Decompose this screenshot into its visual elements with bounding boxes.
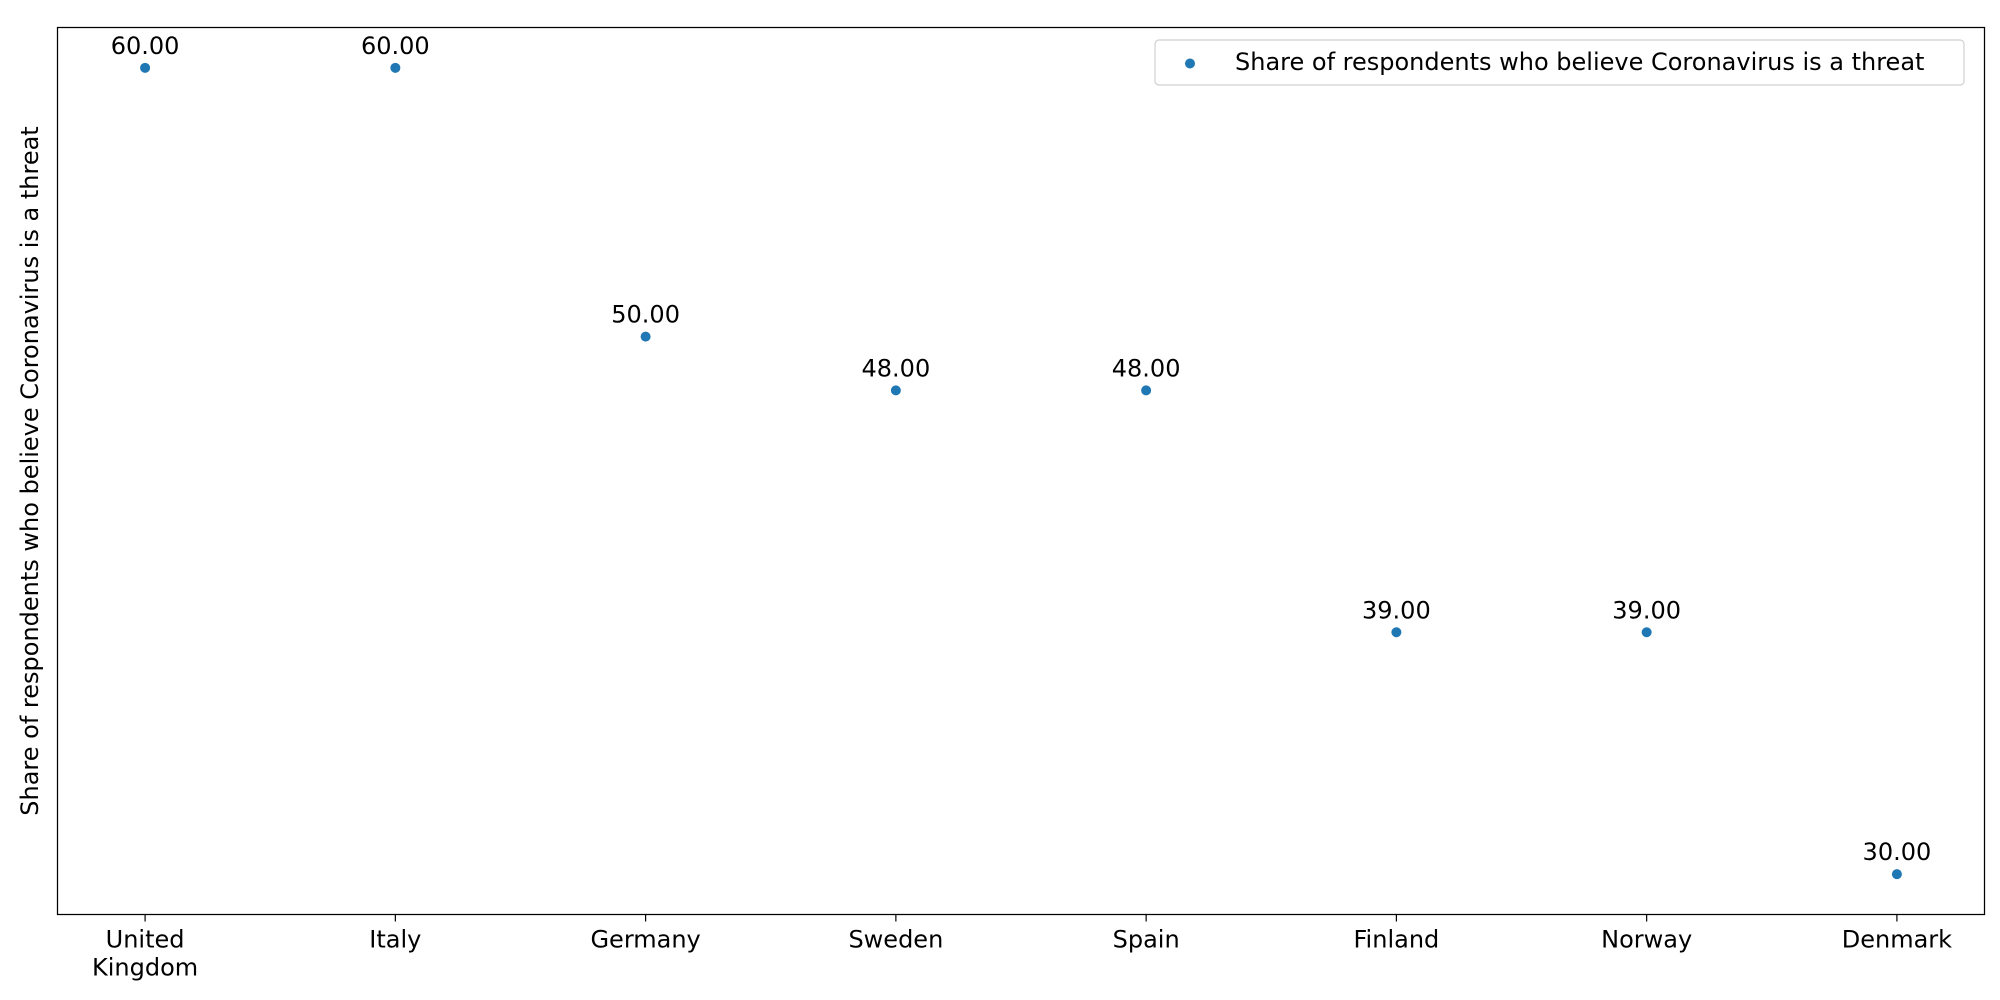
legend-entry-label: Share of respondents who believe Coronav… — [1235, 48, 1924, 76]
data-value-label: 39.00 — [1612, 596, 1681, 624]
data-point — [1141, 385, 1152, 396]
x-tick-label: Norway — [1601, 926, 1692, 954]
data-labels: 60.00 60.00 50.00 48.00 48.00 39.00 39.00 30.00 — [111, 32, 1932, 866]
x-axis-ticks — [144, 914, 1898, 922]
data-points — [140, 62, 1902, 880]
legend: Share of respondents who believe Coronav… — [1154, 39, 1965, 86]
data-point — [1641, 627, 1652, 638]
data-point — [1891, 869, 1902, 880]
x-tick-label: Denmark — [1842, 926, 1952, 954]
x-tick-label: Germany — [590, 926, 700, 954]
x-tick-label: Italy — [369, 926, 421, 954]
data-point — [890, 385, 901, 396]
data-value-label: 60.00 — [111, 32, 180, 60]
x-tick-label: Sweden — [848, 926, 943, 954]
data-point — [140, 62, 151, 73]
data-value-label: 50.00 — [611, 301, 680, 329]
data-point — [640, 331, 651, 342]
data-point — [1391, 627, 1402, 638]
y-axis-label: Share of respondents who believe Coronav… — [16, 126, 44, 815]
data-value-label: 30.00 — [1863, 838, 1932, 866]
x-tick-label: Finland — [1354, 926, 1440, 954]
legend-marker — [1185, 58, 1195, 69]
data-value-label: 39.00 — [1362, 596, 1431, 624]
data-point — [390, 62, 401, 73]
x-axis-tick-labels: United Kingdom Italy Germany Sweden Spain Finl… — [92, 926, 1952, 982]
plot-area-frame — [56, 26, 1986, 916]
data-value-label: 60.00 — [361, 32, 430, 60]
data-value-label: 48.00 — [862, 354, 931, 382]
x-tick-label: United Kingdom — [92, 926, 198, 982]
legend-frame — [1154, 39, 1965, 86]
x-tick-label: Spain — [1113, 926, 1180, 954]
data-value-label: 48.00 — [1112, 354, 1181, 382]
